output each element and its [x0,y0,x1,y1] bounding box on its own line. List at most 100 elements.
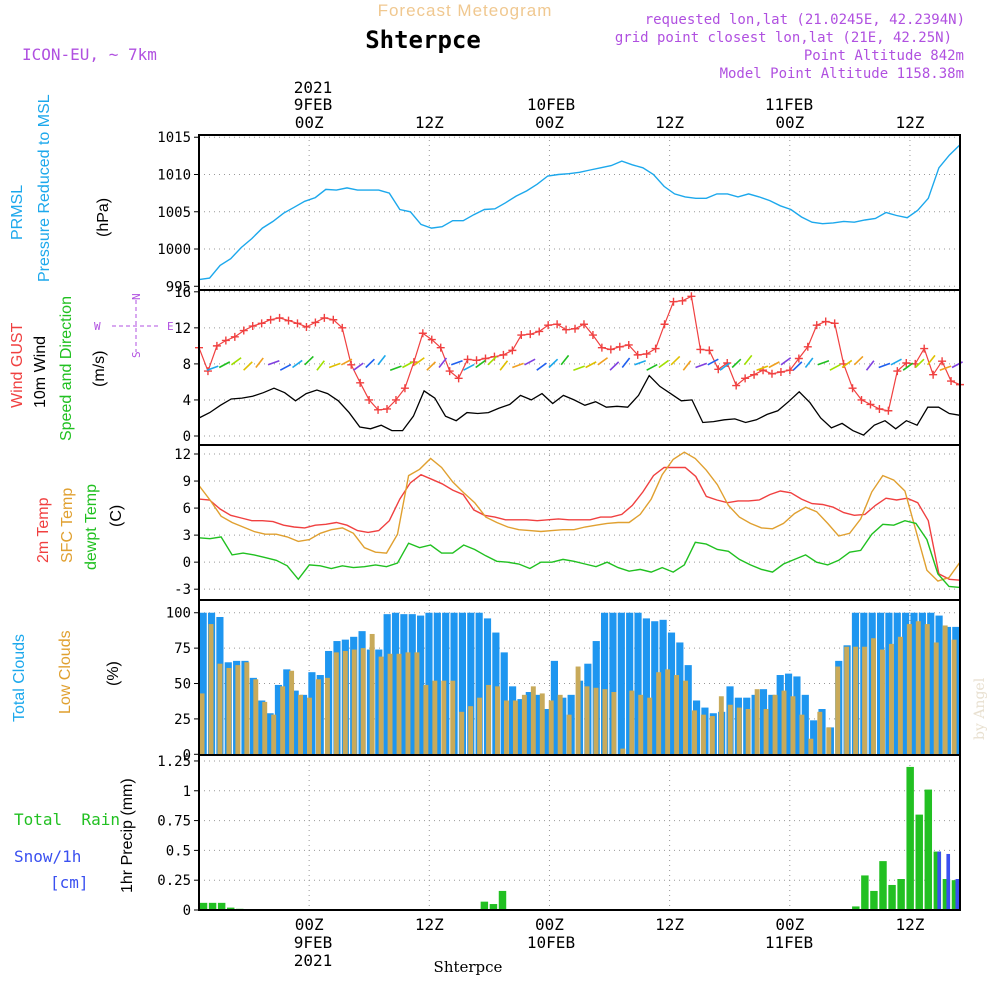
wind-arrow-41 [707,358,719,366]
wind-arrow-13 [365,358,375,369]
low-cloud-bar-71 [835,666,841,755]
low-cloud-bar-11 [298,694,304,755]
model-altitude: Model Point Altitude 1158.38m [720,66,964,82]
low-cloud-bar-28 [450,680,456,755]
total-cloud-bar-33 [475,612,483,755]
low-cloud-bar-20 [378,656,384,755]
wind-arrow-12 [353,362,364,371]
station-title: Shterpce [365,26,481,54]
low-cloud-bar-17 [351,649,357,755]
low-cloud-bar-67 [799,714,805,755]
gust-marker-64 [767,369,776,378]
low-cloud-bar-33 [495,686,500,755]
rain-bar-76 [888,884,896,910]
top-tick-5: 12Z [895,113,924,132]
snow-bar-83 [955,879,960,910]
total-cloud-bar-88 [935,615,943,755]
wind-arrow-5 [267,359,280,366]
bottom-year-label: 2021 [294,951,333,970]
sfc-temp-label: SFC Temp [59,488,76,563]
bottom-tick-labels: 00Z 12Z 00Z 12Z 00Z 12Z [295,915,925,934]
total-cloud-bar-38 [517,699,525,755]
precip-ytick-label-3: 0.75 [157,814,191,830]
wind-arrow-51 [829,363,841,371]
wind-arrow-34 [621,357,631,368]
total-cloud-bar-24 [400,614,408,755]
wind-arrow-36 [646,363,658,371]
gust-marker-60 [732,381,741,390]
wind-arrow-56 [890,358,902,366]
gust-marker-11 [293,319,302,328]
total-cloud-bar-26 [417,615,425,755]
low-cloud-bar-69 [817,711,823,755]
wind-arrow-45 [756,365,769,371]
low-cloud-bar-83 [942,625,948,755]
low-cloud-bar-45 [602,689,608,755]
total-cloud-bar-8 [266,713,274,755]
gust-marker-16 [338,323,347,332]
low-cloud-bar-15 [333,652,339,755]
snow-unit-label: [cm] [50,873,89,892]
gust-marker-18 [356,378,365,387]
gust-marker-6 [248,322,257,331]
rain-bar-77 [897,879,905,910]
wind-arrow-54 [865,360,875,371]
gust-marker-43 [579,320,588,329]
pressure-label-1: PRMSL [9,185,26,240]
gust-marker-66 [785,366,794,375]
wind-arrow-15 [389,365,402,371]
total-cloud-bar-27 [425,612,433,755]
gust-marker-44 [588,331,597,340]
wind-arrow-19 [438,357,448,368]
wind-arrow-27 [536,362,547,371]
wind-arrow-29 [560,354,570,366]
pressure-unit: (hPa) [95,198,112,237]
low-cloud-bar-14 [324,677,330,755]
pressure-ytick-label-0: 995 [166,279,191,295]
low-cloud-bar-48 [629,690,635,755]
gust-marker-15 [329,315,338,324]
total-cloud-bar-10 [283,669,291,755]
wind-arrow-55 [878,362,891,369]
gust-marker-65 [776,368,785,377]
gust-marker-25 [418,329,427,338]
gust-marker-56 [696,345,705,354]
gust-marker-70 [821,317,830,326]
low-cloud-bar-76 [880,649,885,755]
low-cloud-bar-10 [289,670,295,755]
y-tick-labels: 99510001005101010150481216-3036912025507… [157,130,191,919]
wind-arrow-28 [548,358,559,369]
wind-arrow-25 [512,362,524,369]
wind-arrow-10 [328,362,341,369]
rain-bar-31 [480,901,489,910]
gust-marker-51 [651,344,660,353]
wind-ytick-label-4: 16 [174,285,191,301]
temp-line-2 [198,519,961,589]
total-cloud-bar-25 [408,614,416,755]
low-cloud-bar-44 [593,687,599,755]
gust-marker-4 [230,332,239,341]
wind-arrow-0 [206,365,219,371]
temp-unit: (C) [108,505,125,527]
low-cloud-bar-55 [692,710,697,755]
gust-line [198,295,961,412]
low-cloud-bar-46 [611,692,617,755]
total-cloud-bar-22 [383,614,391,755]
pressure-ytick-label-1: 1000 [157,242,191,258]
panel-grids [199,135,960,911]
wind-arrow-2 [230,357,242,366]
plot-marks [195,144,964,910]
low-cloud-bar-65 [781,690,787,755]
wind-arrow-42 [719,362,731,371]
precip-axis-label: 1hr Precip (mm) [119,778,136,893]
total-cloud-bar-40 [534,694,542,755]
wind-arrow-59 [926,354,936,366]
compass-n: N [130,293,143,300]
wind-arrow-32 [597,357,608,366]
wind-arrow-49 [804,357,814,368]
low-cloud-bar-23 [405,652,411,755]
wind-arrow-61 [951,361,963,369]
total-cloud-bar-31 [458,612,467,755]
gust-marker-52 [660,320,669,329]
wind-arrow-46 [768,361,780,369]
